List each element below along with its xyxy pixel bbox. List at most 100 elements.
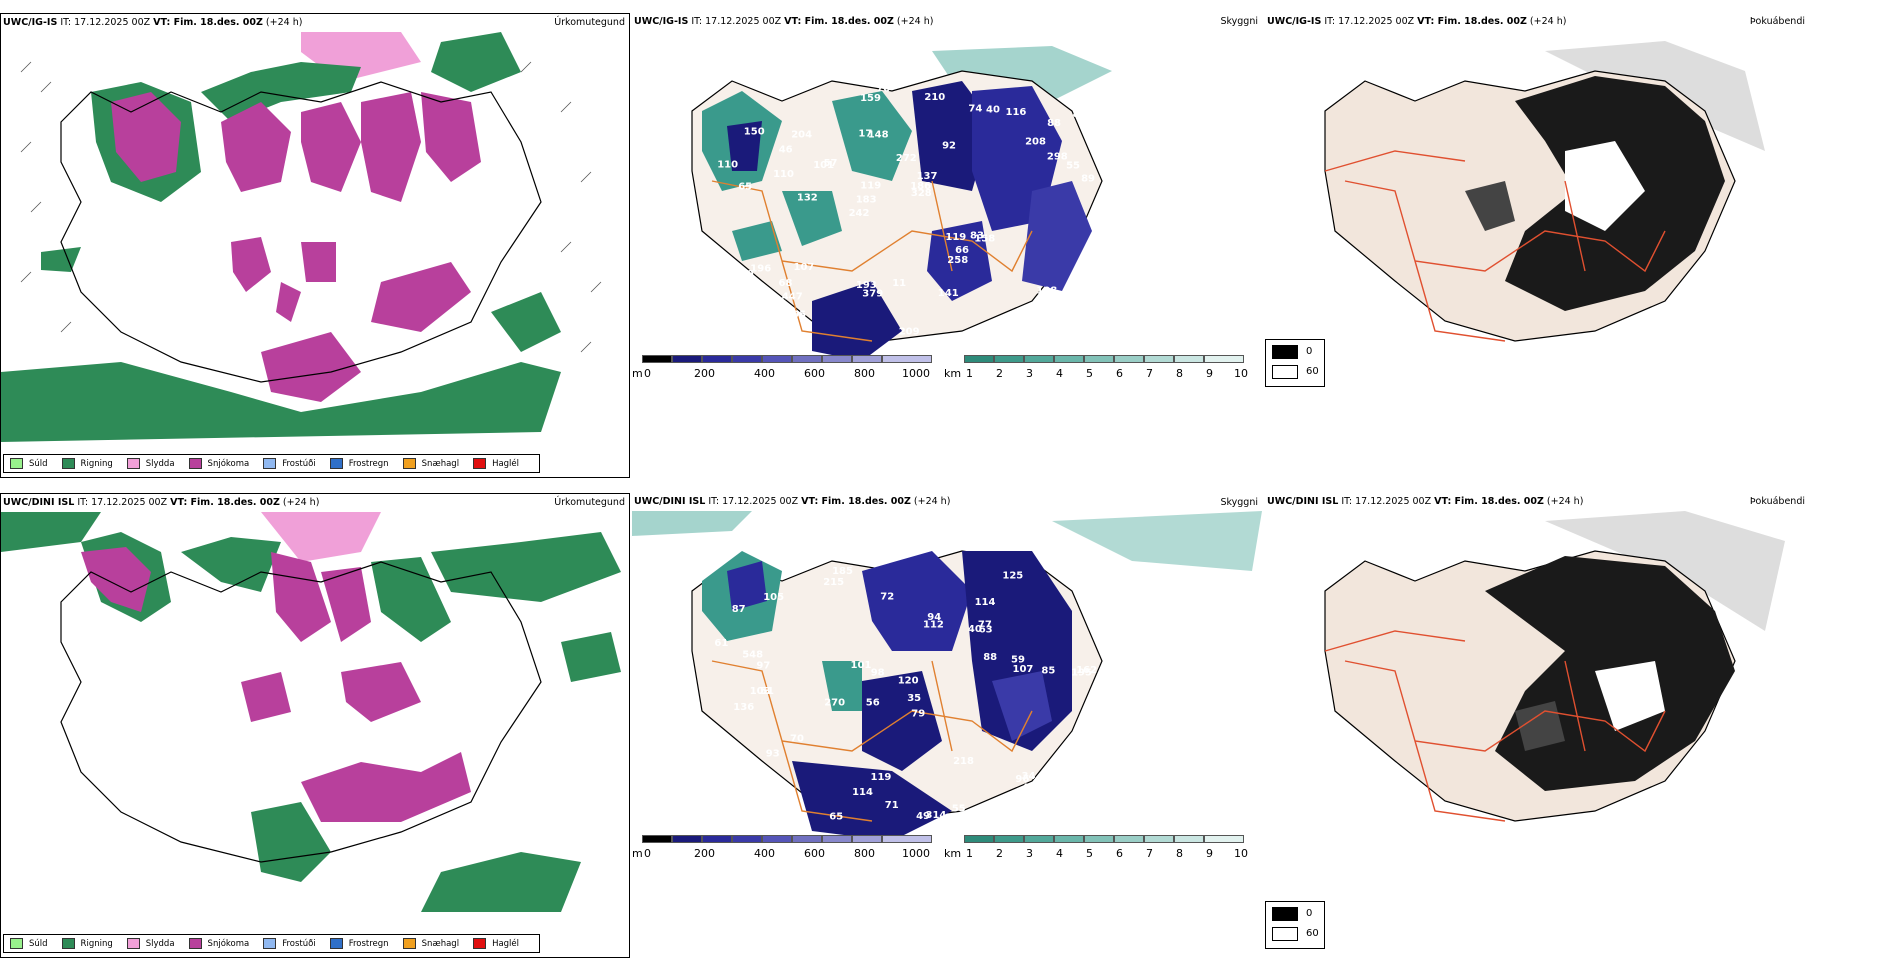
visibility-value-label: 119 [860, 180, 881, 191]
visibility-value-label: 70 [790, 734, 804, 745]
vis-tick: 6 [1116, 847, 1123, 860]
precip-type-panel-row1: UWC/IG-IS IT: 17.12.2025 00Z VT: Fim. 18… [0, 13, 630, 478]
fog-map [1265, 31, 1895, 431]
visibility-value-label: 35 [907, 693, 921, 704]
visibility-value-label: 98 [871, 668, 885, 679]
legend-item-snjokoma: Snjókoma [188, 938, 249, 949]
visibility-value-label: 55 [1066, 160, 1080, 171]
legend-item-frostregn: Frostregn [329, 458, 389, 469]
height-colorbar: m 0 200 400 600 800 1000 [632, 355, 942, 381]
visibility-value-label: 109 [756, 330, 777, 341]
fog-panel-row1: UWC/IG-IS IT: 17.12.2025 00Z VT: Fim. 18… [1265, 13, 1895, 478]
visibility-value-label: 87 [1073, 109, 1087, 120]
height-unit: m [632, 367, 643, 380]
visibility-value-label: 110 [717, 159, 738, 170]
height-tick: 200 [694, 847, 715, 860]
visibility-value-label: 94 [927, 612, 941, 623]
visibility-value-label: 548 [742, 650, 763, 661]
height-tick: 600 [804, 847, 825, 860]
visibility-value-label: 88 [983, 652, 997, 663]
visibility-value-label: 101 [813, 160, 834, 171]
vis-tick: 4 [1056, 847, 1063, 860]
precip-type-panel-row2: UWC/DINI ISL IT: 17.12.2025 00Z VT: Fim.… [0, 493, 630, 958]
visibility-value-label: 94 [1011, 313, 1025, 324]
fog-legend: 0 60 [1265, 339, 1325, 387]
visibility-value-label: 74 [968, 104, 982, 115]
visibility-value-label: 154 [757, 317, 778, 328]
visibility-value-label: 379 [862, 289, 883, 300]
visibility-value-label: 218 [953, 756, 974, 767]
visibility-value-label: 110 [773, 169, 794, 180]
height-tick: 800 [854, 847, 875, 860]
visibility-value-label: 204 [791, 130, 812, 141]
visibility-value-label: 57 [824, 158, 838, 169]
visibility-value-label: 101 [851, 660, 872, 671]
visibility-value-label: 65 [738, 182, 752, 193]
panel-title: Þokuábendi [1749, 16, 1805, 27]
vis-tick: 10 [1234, 847, 1248, 860]
vis-tick: 5 [1086, 367, 1093, 380]
visibility-value-label: 63 [979, 625, 993, 636]
visibility-value-label: 272 [896, 153, 917, 164]
panel-header: UWC/DINI ISL IT: 17.12.2025 00Z VT: Fim.… [3, 497, 320, 508]
visibility-value-label: 116 [1006, 107, 1027, 118]
panel-title: Úrkomutegund [554, 17, 625, 28]
visibility-value-label: 73 [1058, 571, 1072, 582]
visibility-value-label: 328 [911, 188, 932, 199]
visibility-colorbar: km 1 2 3 4 5 6 7 8 9 10 [944, 835, 1262, 861]
visibility-value-label: 88 [724, 326, 738, 337]
vis-tick: 9 [1206, 847, 1213, 860]
visibility-value-label: 125 [1002, 570, 1023, 581]
vis-tick: 7 [1146, 847, 1153, 860]
visibility-value-label: 46 [779, 145, 793, 156]
visibility-value-label: 65 [829, 811, 843, 822]
fog-panel-row2: UWC/DINI ISL IT: 17.12.2025 00Z VT: Fim.… [1265, 493, 1895, 958]
visibility-value-label: 298 [1047, 152, 1068, 163]
visibility-value-label: 270 [824, 697, 845, 708]
visibility-value-label: 40 [986, 105, 1000, 116]
panel-title: Skyggni [1220, 497, 1258, 508]
visibility-value-label: 120 [898, 676, 919, 687]
legend-item-sudd: Súld [10, 458, 48, 469]
visibility-value-label: 55 [952, 804, 966, 815]
visibility-value-label: 193 [856, 280, 877, 291]
visibility-value-label: 11 [892, 278, 906, 289]
visibility-value-label: 85 [1041, 665, 1055, 676]
visibility-value-label: 159 [860, 93, 881, 104]
visibility-colorbar: km 1 2 3 4 5 6 7 8 9 10 [944, 355, 1262, 381]
visibility-value-label: 137 [917, 171, 938, 182]
visibility-unit: km [944, 847, 962, 860]
height-tick: 1000 [902, 367, 930, 380]
height-colorbar: m 0 200 400 600 800 1000 [632, 835, 942, 861]
visibility-value-label: 141 [938, 288, 959, 299]
visibility-value-label: 132 [797, 193, 818, 204]
legend-item-snaehagl: Snæhagl [402, 938, 459, 949]
height-tick: 0 [644, 367, 651, 380]
panel-title: Úrkomutegund [554, 497, 625, 508]
visibility-value-label: 119 [945, 232, 966, 243]
visibility-value-label: 314 [926, 810, 947, 821]
precip-map [1, 512, 629, 932]
visibility-value-label: 10 [740, 269, 754, 280]
visibility-value-label: 105 [763, 592, 784, 603]
fog-legend: 0 60 [1265, 901, 1325, 949]
visibility-value-label: 112 [923, 620, 944, 631]
height-unit: m [632, 847, 643, 860]
legend-item-snjokoma: Snjókoma [188, 458, 249, 469]
visibility-value-label: 92 [942, 141, 956, 152]
visibility-value-label: 51 [1041, 313, 1055, 324]
vis-tick: 3 [1026, 847, 1033, 860]
legend-item-frostudi: Frostúði [263, 458, 316, 469]
visibility-value-label: 106 [748, 788, 769, 799]
legend-item-sudd: Súld [10, 938, 48, 949]
visibility-value-label: 103 [750, 686, 771, 697]
height-tick: 400 [754, 367, 775, 380]
visibility-unit: km [944, 367, 962, 380]
visibility-value-label: 59 [1011, 655, 1025, 666]
height-tick: 800 [854, 367, 875, 380]
visibility-value-label: 49 [916, 811, 930, 822]
panel-title: Þokuábendi [1749, 496, 1805, 507]
legend-item-slydda: Slydda [126, 938, 175, 949]
vis-tick: 1 [966, 367, 973, 380]
visibility-value-label: 73 [727, 318, 741, 329]
